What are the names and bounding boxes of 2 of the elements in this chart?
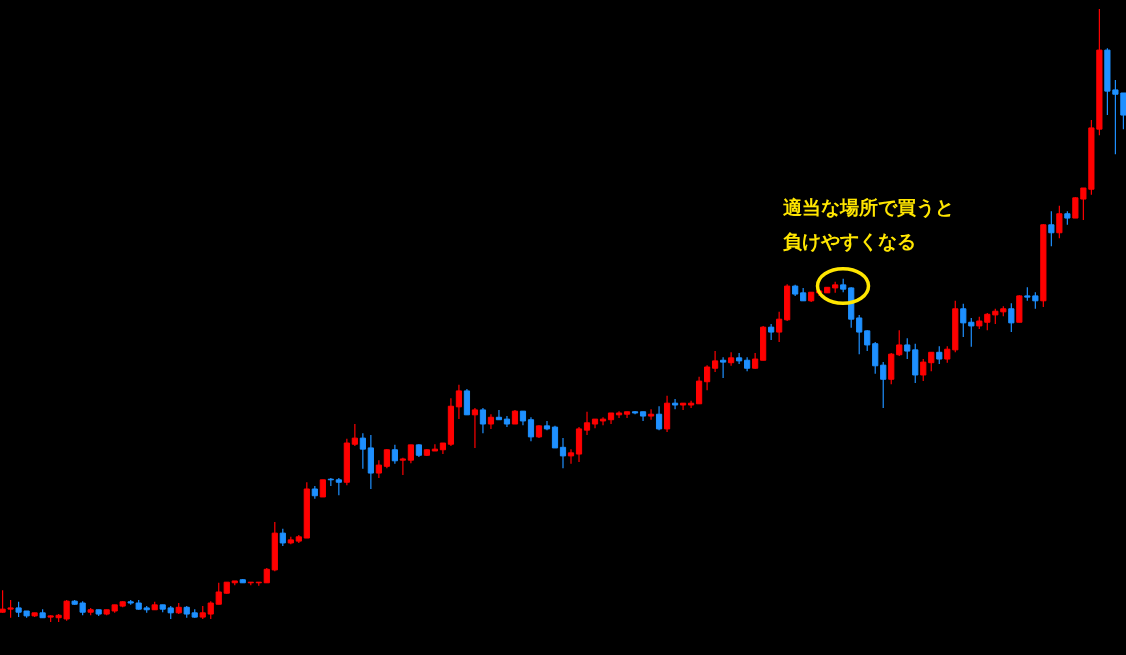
annotation: 負けやすくなる <box>783 231 916 252</box>
annotation: 適当な場所で買うと <box>783 197 954 219</box>
